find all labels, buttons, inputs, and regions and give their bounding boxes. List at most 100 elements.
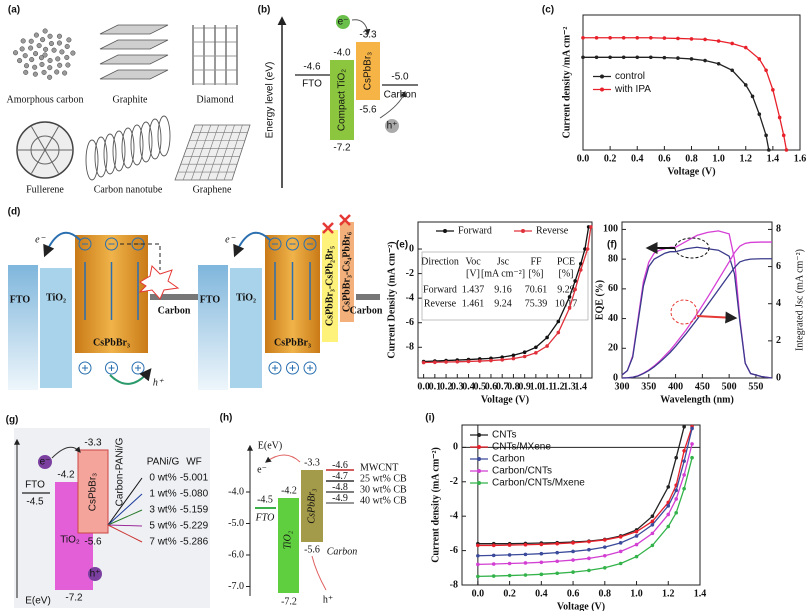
- carbon-bar: [150, 294, 198, 300]
- y2-tick-label: 8: [776, 224, 781, 235]
- nanotube-ring: [103, 133, 117, 175]
- data-point: [500, 358, 504, 362]
- layer-label: CsPbBr₃: [363, 52, 374, 91]
- level-value: -4.0: [333, 48, 351, 59]
- y-tick-label: 80: [608, 253, 618, 264]
- level-value: -4.6: [332, 460, 348, 471]
- table-cell: 1.437: [462, 284, 485, 295]
- data-point: [594, 55, 599, 60]
- data-point: [587, 539, 591, 544]
- data-point: [555, 559, 559, 564]
- data-point: [500, 355, 504, 359]
- atom: [20, 38, 26, 44]
- atom: [39, 61, 45, 68]
- layer-label: CsPbBr₃: [306, 488, 317, 524]
- layer-label: FTO: [200, 294, 221, 305]
- nanotube-ring: [139, 121, 153, 163]
- data-point: [682, 459, 686, 463]
- charge-minus: [105, 237, 118, 251]
- data-point: [421, 360, 426, 365]
- data-point: [662, 55, 667, 60]
- nanotube-ring: [130, 124, 144, 166]
- level-value: -7.2: [65, 593, 83, 604]
- table-cell: 9.24: [494, 298, 512, 309]
- charge-plus: [131, 361, 145, 375]
- axis-label: E(eV): [25, 596, 51, 607]
- data-point: [690, 455, 694, 460]
- data-point: [666, 512, 671, 517]
- data-point: [476, 553, 480, 558]
- data-point: [583, 247, 587, 251]
- data-point: [618, 541, 623, 545]
- data-point: [676, 56, 680, 60]
- level-value: -3.3: [84, 438, 102, 449]
- level-value: -4.2: [57, 470, 75, 481]
- data-point: [689, 57, 694, 61]
- atom: [28, 38, 34, 44]
- data-point: [594, 35, 599, 40]
- graphene-sheet: [174, 124, 251, 181]
- data-point: [476, 574, 480, 579]
- charge-sign: [108, 365, 115, 371]
- atom: [47, 57, 53, 64]
- data-point: [743, 45, 748, 50]
- graphite-layer: [99, 69, 169, 80]
- data-point: [555, 550, 559, 555]
- plot-frame: [417, 221, 593, 379]
- fto-block: [8, 265, 38, 390]
- table-cell: 1 wt%: [149, 489, 176, 500]
- layer-label: Carbon-PANi/G: [115, 437, 126, 506]
- table-cell: 0 wt%: [149, 473, 176, 484]
- perovskite-band: [301, 470, 323, 542]
- x-tick-label: 0.4: [631, 153, 644, 164]
- layer-label: CsPbBr₃: [93, 337, 130, 348]
- data-point: [477, 359, 482, 363]
- electron-badge: [38, 455, 52, 469]
- atom: [55, 56, 61, 62]
- x-tick-label: 0.0: [577, 153, 590, 164]
- level-value: -5.0: [391, 72, 409, 83]
- data-point: [743, 83, 748, 87]
- data-point: [634, 554, 639, 559]
- x-tick-label: 1.3: [563, 381, 576, 392]
- data-point: [534, 351, 538, 355]
- legend-marker: [477, 457, 481, 461]
- data-point: [781, 133, 786, 138]
- atom: [17, 58, 23, 64]
- data-point: [507, 573, 512, 578]
- level-value: -4.7: [332, 471, 348, 482]
- plot-frame: [621, 221, 773, 379]
- data-point: [555, 571, 559, 576]
- x-tick-label: 1.0: [712, 153, 725, 164]
- graphene-bond: [207, 124, 227, 181]
- data-point: [603, 553, 607, 558]
- charge-minus: [303, 237, 317, 251]
- atom: [41, 69, 47, 75]
- nanotube-ring: [121, 127, 135, 169]
- data-point: [545, 335, 549, 340]
- data-point: [587, 547, 591, 552]
- electrode-label: 25 wt% CB: [360, 473, 407, 484]
- y2-tick-label: 6: [776, 261, 781, 272]
- level-value: -7.2: [333, 143, 351, 154]
- series-line: [621, 246, 773, 379]
- table-cell: -5.159: [180, 505, 209, 516]
- work-function-line: [107, 524, 143, 543]
- atom: [47, 74, 53, 80]
- legend-marker: [477, 445, 481, 449]
- panel-label: (h): [220, 413, 233, 424]
- layer-label: CsPbBr₃: [88, 473, 99, 512]
- fullerene-bond: [44, 149, 59, 174]
- panel-background: [14, 428, 210, 608]
- atom: [66, 37, 72, 43]
- data-point: [730, 68, 734, 73]
- x-tick-label: 0.3: [451, 381, 464, 392]
- fullerene-bond: [31, 149, 46, 174]
- legend-label: control: [615, 71, 645, 82]
- table-cell: 3 wt%: [149, 505, 176, 516]
- y-tick-label: 0: [613, 372, 618, 383]
- panel-label: (b): [258, 5, 271, 16]
- layer-label: FTO: [25, 480, 45, 491]
- series-line: [477, 443, 693, 565]
